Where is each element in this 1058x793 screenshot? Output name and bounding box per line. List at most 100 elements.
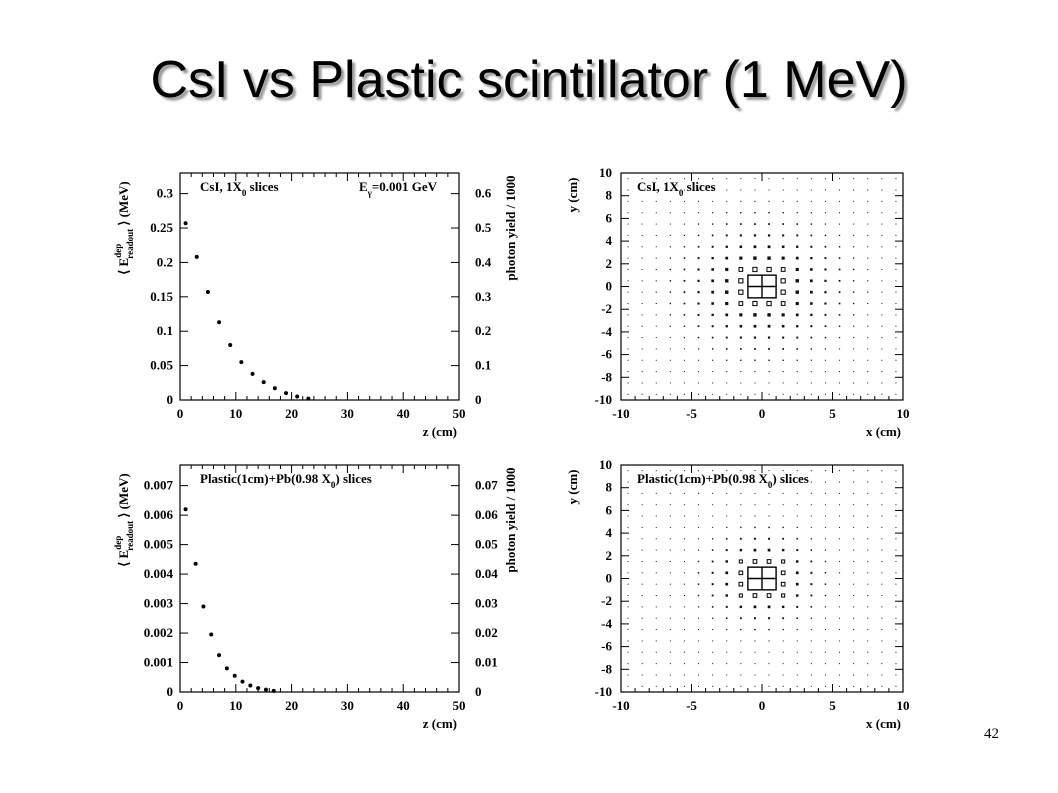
cell-marker bbox=[881, 538, 883, 540]
cell-marker bbox=[753, 256, 757, 260]
cell-marker bbox=[655, 629, 657, 631]
cell-marker bbox=[853, 492, 855, 494]
cell-marker bbox=[655, 481, 657, 483]
cell-marker bbox=[766, 266, 772, 273]
cell-marker bbox=[669, 212, 671, 214]
cell-marker bbox=[698, 663, 700, 665]
cell-marker bbox=[739, 336, 742, 339]
cell-marker bbox=[683, 640, 685, 642]
cell-marker bbox=[853, 212, 855, 214]
cell-marker bbox=[768, 189, 770, 191]
cell-marker bbox=[655, 280, 657, 282]
cell-marker bbox=[641, 492, 643, 494]
cell-marker bbox=[698, 685, 700, 687]
cell-marker bbox=[867, 583, 869, 585]
cell-marker bbox=[839, 629, 841, 631]
y2-tick-label: 0.6 bbox=[475, 186, 492, 201]
x-tick-label: 10 bbox=[897, 698, 910, 713]
cell-marker bbox=[711, 560, 714, 563]
cell-marker bbox=[753, 605, 757, 609]
x-tick-label: 50 bbox=[453, 698, 466, 713]
cell-marker bbox=[853, 560, 855, 562]
cell-marker bbox=[641, 291, 643, 293]
cell-marker bbox=[738, 593, 743, 598]
cell-marker bbox=[824, 200, 826, 202]
y-axis-label-symbol: E bbox=[116, 550, 131, 559]
cell-marker bbox=[655, 325, 657, 327]
cell-marker bbox=[627, 526, 629, 528]
cell-marker bbox=[881, 549, 883, 551]
cell-marker bbox=[839, 515, 841, 517]
cell-marker bbox=[782, 537, 785, 540]
cell-marker bbox=[669, 538, 671, 540]
x-tick-label: 10 bbox=[897, 406, 910, 421]
cell-marker bbox=[780, 301, 786, 306]
cell-marker bbox=[683, 382, 685, 384]
cell-marker bbox=[867, 393, 869, 395]
cell-marker bbox=[712, 629, 714, 631]
cell-marker bbox=[838, 314, 841, 316]
cell-marker bbox=[853, 515, 855, 517]
cell-marker bbox=[711, 268, 714, 271]
cell-marker bbox=[839, 371, 841, 373]
cell-marker bbox=[641, 583, 643, 585]
cell-marker bbox=[881, 268, 883, 270]
cell-marker bbox=[895, 629, 897, 631]
cell-marker bbox=[881, 481, 883, 483]
y-tick-label: 0 bbox=[606, 279, 613, 294]
cell-marker bbox=[839, 348, 841, 350]
y-tick-label: -8 bbox=[601, 369, 612, 384]
energy-label-tail: =0.001 GeV bbox=[372, 179, 438, 194]
cell-marker bbox=[711, 348, 714, 350]
cell-marker bbox=[780, 289, 786, 295]
cell-marker bbox=[698, 178, 700, 180]
cell-marker bbox=[768, 617, 771, 620]
cell-marker bbox=[824, 583, 827, 585]
cell-marker bbox=[796, 336, 799, 339]
cell-marker bbox=[627, 234, 629, 236]
cell-marker bbox=[810, 234, 813, 237]
cell-marker bbox=[726, 393, 728, 395]
cell-marker bbox=[740, 504, 742, 506]
x-tick-label: 10 bbox=[229, 406, 242, 421]
cell-marker bbox=[753, 548, 757, 552]
cell-marker bbox=[895, 371, 897, 373]
cell-marker bbox=[655, 538, 657, 540]
cell-marker bbox=[824, 212, 826, 214]
cell-marker bbox=[669, 337, 671, 339]
cell-marker bbox=[669, 302, 672, 305]
cell-marker bbox=[810, 640, 812, 642]
cell-marker bbox=[752, 300, 758, 307]
x-axis-label: z (cm) bbox=[423, 716, 457, 731]
cell-marker bbox=[867, 685, 869, 687]
cell-marker bbox=[698, 526, 700, 528]
cell-marker bbox=[782, 504, 784, 506]
cell-marker bbox=[641, 393, 643, 395]
cell-marker bbox=[655, 515, 657, 517]
y2-tick-label: 0.07 bbox=[475, 478, 498, 493]
cell-marker bbox=[767, 605, 771, 609]
cell-marker bbox=[669, 393, 671, 395]
cell-marker bbox=[795, 279, 799, 283]
cell-marker bbox=[627, 549, 629, 551]
cell-marker bbox=[697, 325, 700, 328]
cell-marker bbox=[796, 605, 799, 608]
cell-marker bbox=[867, 515, 869, 517]
cell-marker bbox=[853, 382, 855, 384]
y-axis-label-sup: dep bbox=[113, 244, 123, 258]
cell-marker bbox=[740, 640, 742, 642]
energy-label: Eγ=0.001 GeV bbox=[359, 179, 438, 198]
cell-marker bbox=[627, 515, 629, 517]
cell-marker bbox=[627, 325, 629, 327]
cell-marker bbox=[810, 571, 813, 574]
cell-marker bbox=[839, 651, 841, 653]
cell-marker bbox=[739, 324, 743, 328]
y-axis-label-symbol: E bbox=[116, 258, 131, 267]
cell-marker bbox=[641, 268, 643, 270]
cell-marker bbox=[641, 200, 643, 202]
cell-marker bbox=[641, 325, 643, 327]
cell-marker bbox=[824, 492, 826, 494]
cell-marker bbox=[726, 481, 728, 483]
y-tick-label: 10 bbox=[599, 165, 612, 180]
x-tick-label: 30 bbox=[341, 698, 354, 713]
